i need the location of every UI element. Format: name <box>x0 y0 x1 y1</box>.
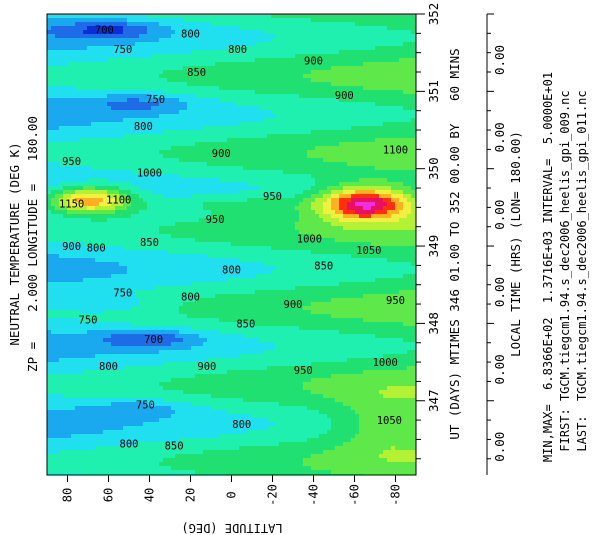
x-tick-label: -40 <box>307 484 321 506</box>
x-tick-label: 80 <box>61 488 75 502</box>
contour-label: 900 <box>62 241 81 253</box>
x-tick-label: 20 <box>184 488 198 502</box>
contour-label: 1050 <box>377 415 402 427</box>
x-tick-label: 60 <box>102 488 116 502</box>
local-time-tick-label: 0.00 <box>492 277 507 307</box>
contour-label: 800 <box>228 44 247 56</box>
contour-label: 750 <box>113 44 132 56</box>
contour-label: 700 <box>144 334 163 346</box>
y-axis: 347 348 349 350 351 352 <box>416 3 441 460</box>
contour-label: 750 <box>79 315 98 327</box>
contour-label: 950 <box>294 365 313 377</box>
x-tick-label: -60 <box>348 484 362 506</box>
contour-label: 1150 <box>59 199 84 211</box>
contour-label: 800 <box>120 438 139 450</box>
y-tick-label: 350 <box>426 157 441 180</box>
contour-label: 1000 <box>297 233 322 245</box>
contour-label: 950 <box>386 295 405 307</box>
local-time-tick-label: 0.00 <box>492 432 507 462</box>
contour-label: 850 <box>314 260 333 272</box>
contour-label: 750 <box>136 400 155 412</box>
x-axis-label: LATITUDE (DEG) <box>181 521 282 535</box>
local-time-label: LOCAL TIME (HRS) (LON= 180.00) <box>508 131 523 357</box>
x-axis: 80 60 40 20 0 -20 -40 -60 -80 <box>61 475 403 506</box>
contour-label: 900 <box>335 90 354 102</box>
stats-minmax: MIN,MAX= 6.8366E+02 1.3716E+03 INTERVAL=… <box>541 72 555 462</box>
contour-label: 800 <box>134 121 153 133</box>
local-time-tick-label: 0.00 <box>492 200 507 230</box>
contour-label: 800 <box>232 419 251 431</box>
local-time-tick-label: 0.00 <box>492 354 507 384</box>
x-tick-label: 0 <box>225 491 239 498</box>
contour-label: 900 <box>284 299 303 311</box>
contour-label: 900 <box>212 148 231 160</box>
contour-label: 850 <box>236 318 255 330</box>
contour-label: 1000 <box>373 357 398 369</box>
contour-label: 1050 <box>356 245 381 257</box>
local-time-tick-label: 0.00 <box>492 45 507 75</box>
y-tick-label: 349 <box>426 235 441 258</box>
chart-subtitle: ZP = 2.000 LONGITUDE = 180.00 <box>25 116 40 372</box>
local-time-tick-label: 0.00 <box>492 122 507 152</box>
y-tick-label: 347 <box>426 389 441 412</box>
y-tick-label: 352 <box>426 3 441 26</box>
x-tick-label: -80 <box>389 484 403 506</box>
contour-label: 800 <box>87 243 106 255</box>
stats-last-file: LAST: TGCM.tiegcm1.94.s_dec2006_heelis_g… <box>575 90 589 451</box>
contour-label: 1000 <box>137 168 162 180</box>
contour-label: 800 <box>181 28 200 40</box>
y-tick-label: 351 <box>426 80 441 103</box>
contour-label: 1100 <box>383 144 408 156</box>
contour-label: 700 <box>95 24 114 36</box>
y-axis-label: UT (DAYS) MTIMES 346 01.00 TO 352 00.00 … <box>447 48 462 439</box>
contour-label: 950 <box>62 156 81 168</box>
contour-label: 750 <box>113 287 132 299</box>
contour-label: 800 <box>99 361 118 373</box>
contour-label: 850 <box>165 441 184 453</box>
contour-label: 750 <box>146 94 165 106</box>
y-tick-label: 348 <box>426 312 441 335</box>
contour-label: 850 <box>140 237 159 249</box>
contour-field <box>47 14 416 475</box>
contour-label: 800 <box>181 291 200 303</box>
x-tick-label: 40 <box>143 488 157 502</box>
contour-label: 900 <box>197 361 216 373</box>
stats-first-file: FIRST: TGCM.tiegcm1.94.s_dec2006_heelis_… <box>558 90 572 451</box>
contour-label: 800 <box>222 264 241 276</box>
contour-label: 850 <box>187 67 206 79</box>
contour-labels: 700 800 750 800 900 850 750 900 800 950 1000 900 110… <box>59 24 408 452</box>
chart-title: NEUTRAL TEMPERATURE (DEG K) <box>7 142 22 345</box>
x-tick-label: -20 <box>266 484 280 506</box>
local-time-axis: 0.00 0.00 0.00 0.00 0.00 0.00 <box>486 13 507 475</box>
contour-label: 900 <box>304 55 323 67</box>
contour-label: 950 <box>263 191 282 203</box>
contour-label: 1100 <box>106 195 131 207</box>
contour-label: 950 <box>206 214 225 226</box>
